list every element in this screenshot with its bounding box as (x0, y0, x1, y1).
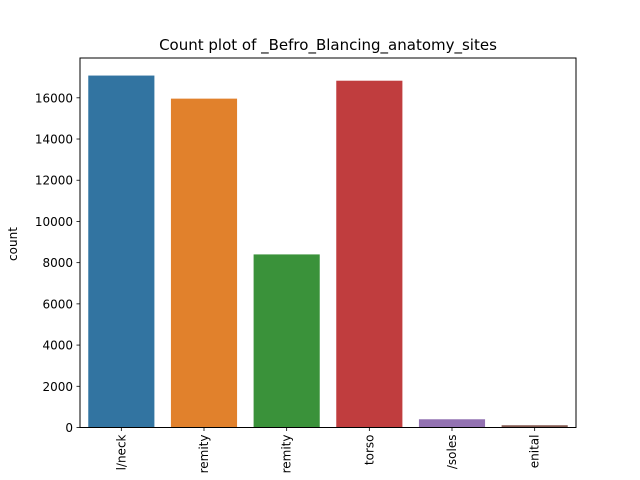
x-ticks-group: l/neck remity remity torso/soles enital (114, 427, 542, 474)
x-tick-label: remity (280, 435, 294, 474)
bar-0 (88, 75, 155, 428)
y-tick-label: 0 (65, 421, 73, 435)
chart-title: Count plot of _Befro_Blancing_anatomy_si… (159, 36, 497, 55)
x-tick-label: l/neck (114, 434, 128, 470)
bar-5 (501, 425, 568, 428)
x-tick-label: remity (197, 435, 211, 474)
y-tick-label: 4000 (42, 339, 73, 353)
y-tick-label: 6000 (42, 297, 73, 311)
y-tick-label: 8000 (42, 256, 73, 270)
y-tick-label: 16000 (35, 91, 73, 105)
plot-frame (79, 57, 577, 428)
x-tick-label: /soles (445, 435, 459, 470)
y-tick-label: 2000 (42, 380, 73, 394)
y-tick-label: 10000 (35, 215, 73, 229)
bar-1 (170, 98, 238, 428)
x-tick-label: torso (362, 435, 376, 466)
bars-group (88, 75, 568, 428)
bar-2 (253, 254, 320, 428)
y-ticks-group: 0 2000 4000 6000 8000 10000 12000 14000 16000 (35, 91, 80, 435)
y-tick-label: 12000 (35, 174, 73, 188)
bar-4 (418, 419, 486, 428)
y-axis-label: count (6, 227, 20, 261)
bar-3 (336, 80, 403, 428)
x-tick-label: enital (528, 435, 542, 469)
y-tick-label: 14000 (35, 133, 73, 147)
